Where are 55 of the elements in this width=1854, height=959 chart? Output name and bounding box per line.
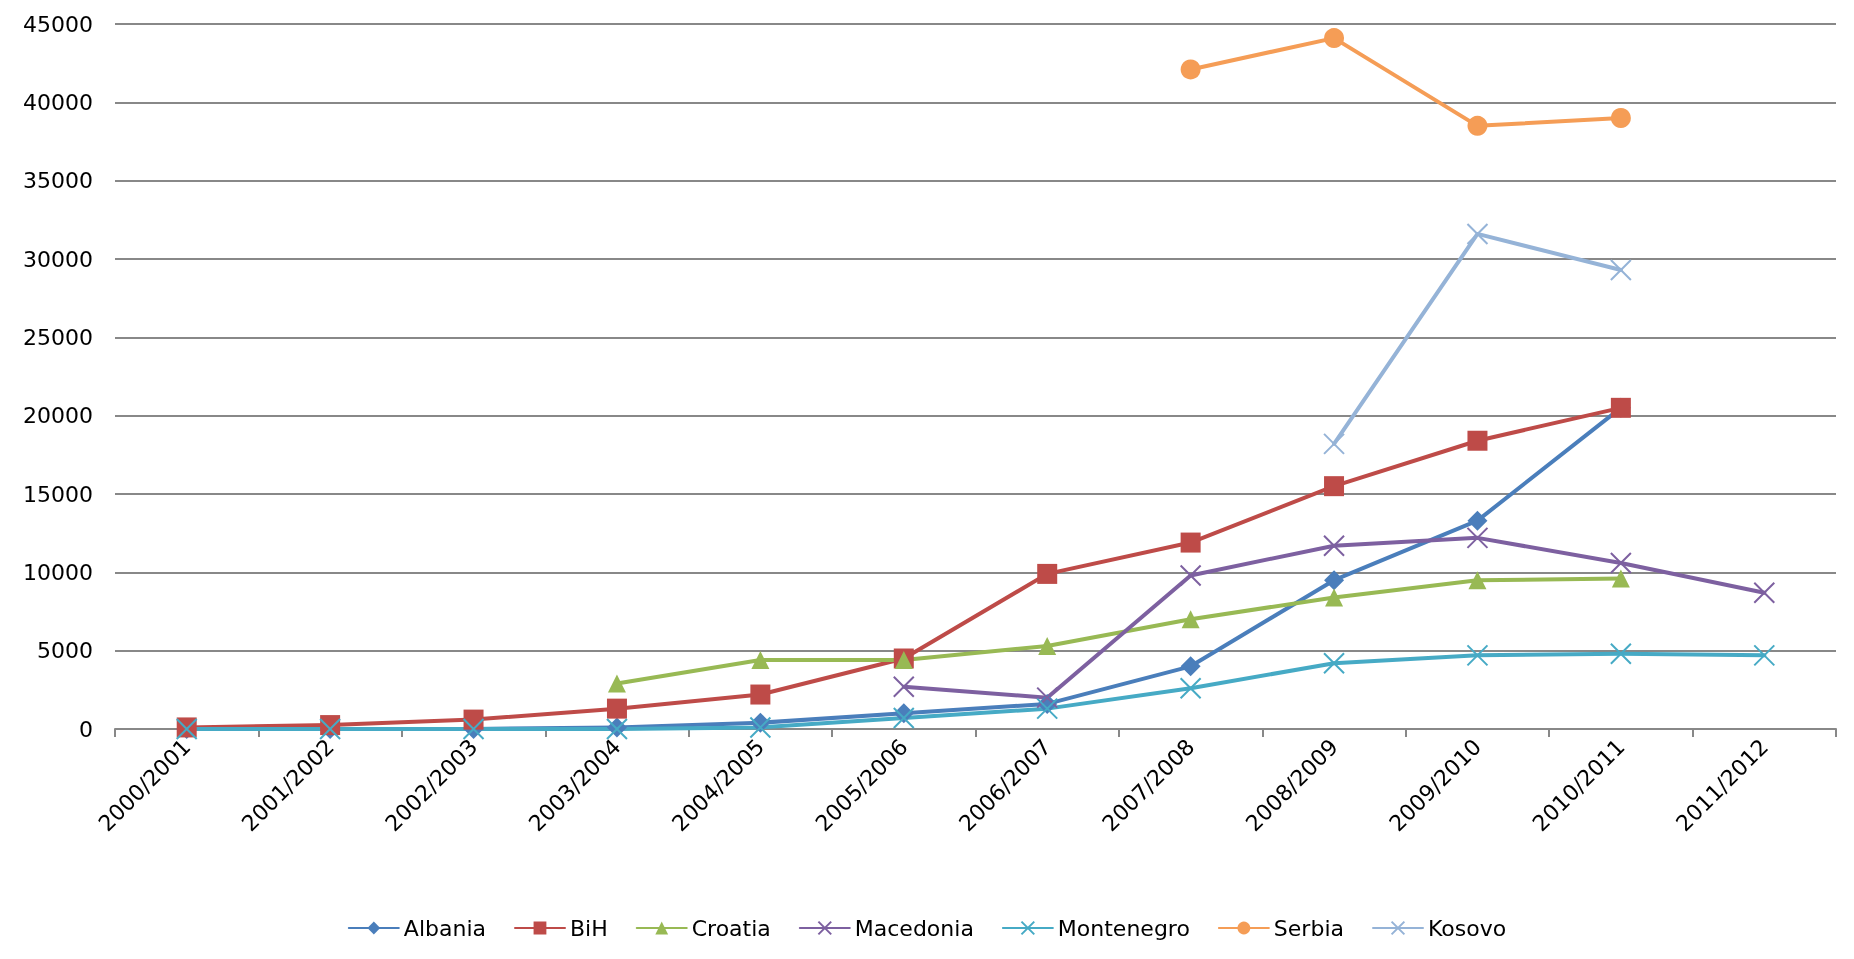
legend-label: BiH	[569, 915, 608, 941]
point	[1609, 258, 1632, 281]
point	[606, 698, 627, 719]
legend-label: Montenegro	[1057, 915, 1190, 941]
point	[1038, 636, 1057, 655]
point	[751, 651, 770, 670]
legend-label: Serbia	[1273, 915, 1344, 941]
point	[1179, 564, 1202, 587]
point	[1325, 588, 1344, 607]
y-tick-label: 30000	[23, 246, 93, 272]
point	[1180, 532, 1201, 553]
point	[1324, 570, 1345, 591]
point	[1466, 222, 1489, 245]
point	[1181, 610, 1200, 629]
point	[607, 674, 626, 693]
legend-label: Albania	[403, 915, 486, 941]
point	[1609, 551, 1632, 574]
point	[1468, 571, 1487, 590]
point	[892, 707, 915, 730]
point	[1467, 510, 1488, 531]
y-tick-label: 0	[79, 716, 93, 742]
point	[1466, 644, 1489, 667]
point	[750, 684, 771, 705]
y-tick-label: 10000	[23, 559, 93, 585]
legend-label: Croatia	[691, 915, 771, 941]
point	[1180, 656, 1201, 677]
point	[1179, 677, 1202, 700]
y-tick-label: 40000	[23, 89, 93, 115]
y-tick-label: 35000	[23, 168, 93, 194]
y-tick-label: 15000	[23, 481, 93, 507]
point	[1753, 644, 1776, 667]
point	[1467, 430, 1488, 451]
point	[892, 675, 915, 698]
point	[1037, 563, 1058, 584]
point	[1323, 534, 1346, 557]
legend-label: Kosovo	[1427, 915, 1507, 941]
point	[749, 716, 772, 739]
legend-label: Macedonia	[854, 915, 974, 941]
point	[1324, 28, 1345, 49]
point	[1610, 108, 1631, 128]
point	[1323, 652, 1346, 675]
point	[1323, 432, 1346, 455]
point	[1753, 581, 1776, 604]
point	[1036, 686, 1059, 709]
y-tick-label: 45000	[23, 11, 93, 37]
point	[1467, 115, 1488, 136]
point	[1180, 59, 1201, 80]
point	[1036, 697, 1059, 720]
y-tick-label: 20000	[23, 403, 93, 429]
y-tick-label: 5000	[37, 638, 93, 664]
point	[1611, 569, 1630, 588]
point	[1609, 642, 1632, 665]
y-tick-label: 25000	[23, 324, 93, 350]
point	[1324, 476, 1345, 497]
point	[1466, 526, 1489, 549]
